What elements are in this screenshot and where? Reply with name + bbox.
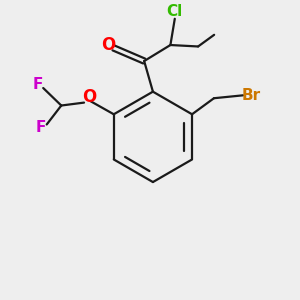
- Text: F: F: [36, 121, 46, 136]
- Text: Br: Br: [242, 88, 261, 103]
- Text: Cl: Cl: [167, 4, 183, 19]
- Text: O: O: [101, 36, 116, 54]
- Text: F: F: [32, 77, 43, 92]
- Text: O: O: [82, 88, 96, 106]
